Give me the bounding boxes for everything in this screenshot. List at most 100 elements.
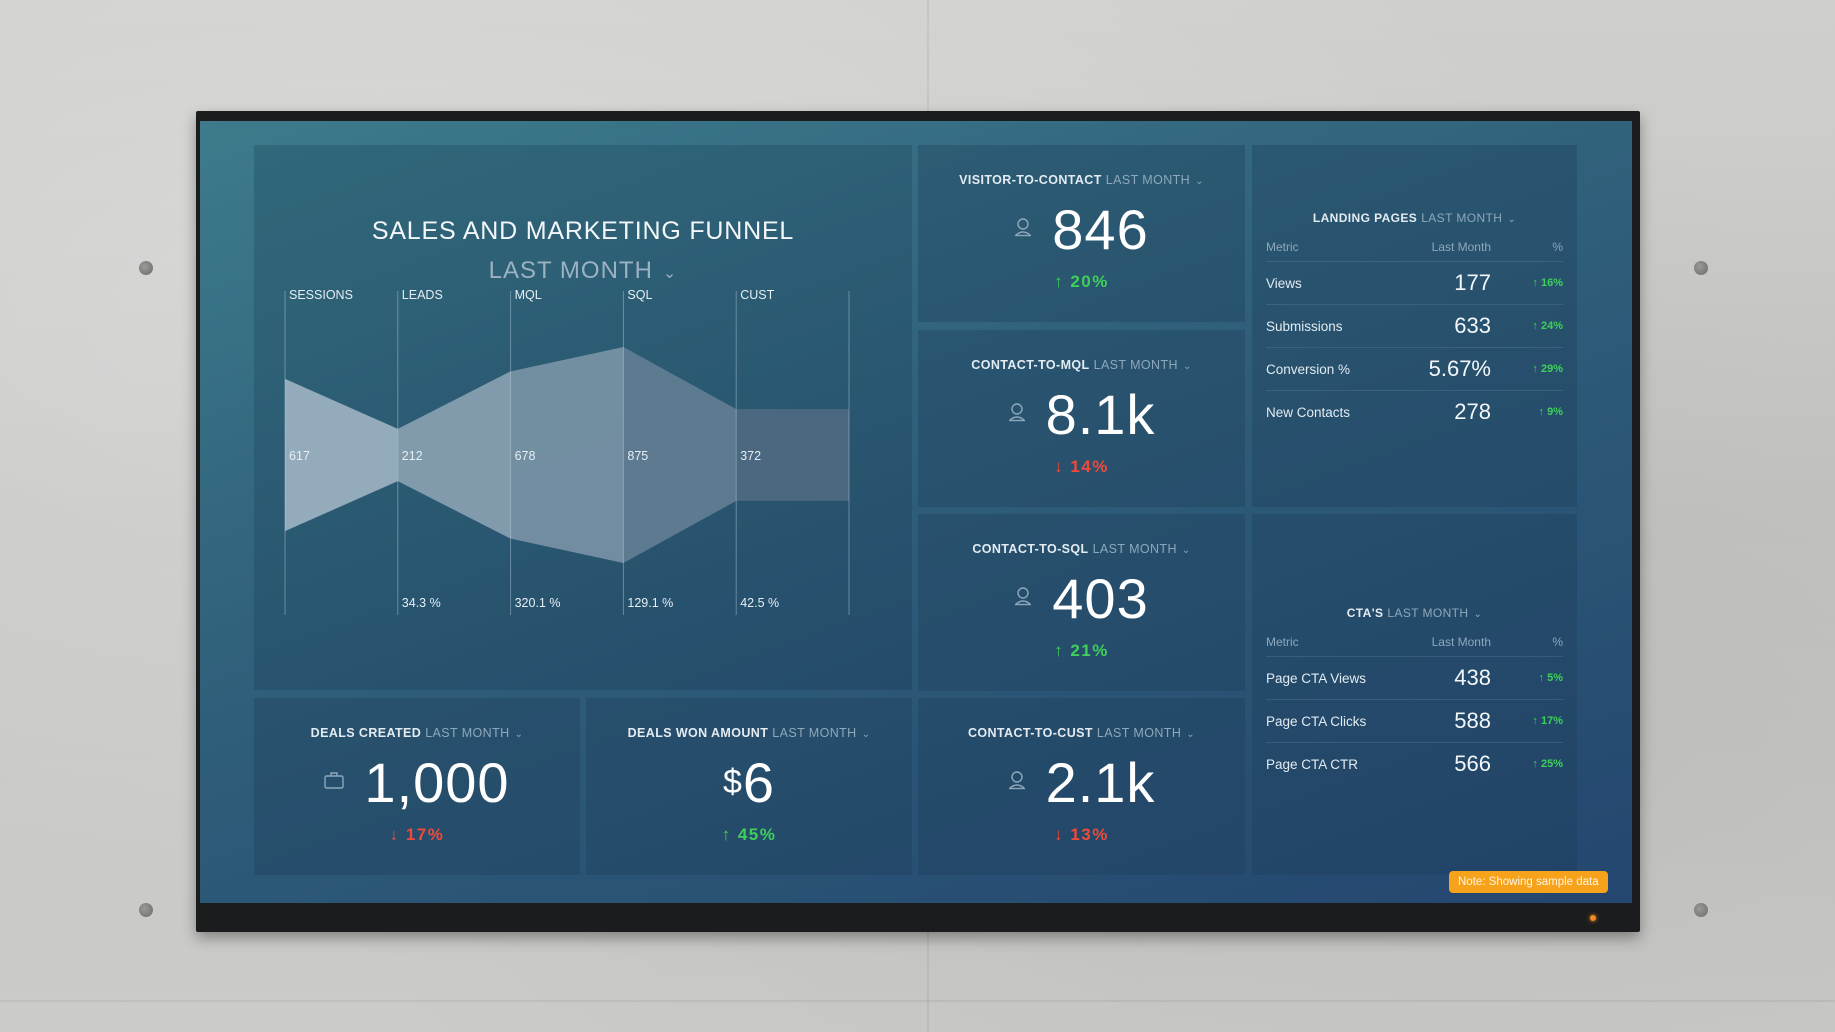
widget-value: 846 bbox=[1052, 198, 1149, 261]
arrow-up-icon: ↑ bbox=[1532, 363, 1538, 375]
wall-bolt bbox=[1694, 261, 1708, 275]
widget-delta: ↓ 17% bbox=[254, 825, 580, 845]
widget-delta: ↑ 20% bbox=[918, 272, 1245, 292]
widget-value: 403 bbox=[1052, 567, 1149, 630]
stage-label: SQL bbox=[627, 288, 652, 302]
funnel-segment-cust bbox=[736, 409, 849, 501]
widget-value: 8.1k bbox=[1045, 383, 1156, 446]
widget-header[interactable]: VISITOR-TO-CONTACT LAST MONTH ⌄ bbox=[918, 173, 1245, 187]
power-led bbox=[1590, 915, 1596, 921]
column-header: Last Month bbox=[1431, 240, 1491, 254]
row-value: 177 bbox=[1454, 270, 1491, 295]
widget-delta: ↓ 14% bbox=[918, 457, 1245, 477]
conversion-label: 320.1 % bbox=[515, 596, 561, 610]
widget-title: DEALS WON AMOUNT bbox=[627, 726, 769, 740]
table-row: Page CTA Views 438 ↑ 5% bbox=[1266, 657, 1563, 700]
pct-value: 29% bbox=[1540, 363, 1563, 375]
contact-to-cust-widget: CONTACT-TO-CUST LAST MONTH ⌄ 2.1k ↓ 13% bbox=[918, 698, 1245, 875]
pct-value: 16% bbox=[1540, 277, 1563, 289]
widget-header[interactable]: CONTACT-TO-MQL LAST MONTH ⌄ bbox=[918, 358, 1245, 372]
column-header: Metric bbox=[1266, 635, 1299, 649]
funnel-period-label: LAST MONTH bbox=[488, 257, 653, 284]
row-pct: ↑ 25% bbox=[1491, 758, 1563, 770]
arrow-down-icon: ↓ bbox=[389, 825, 400, 844]
chevron-down-icon: ⌄ bbox=[1507, 214, 1517, 225]
column-header: % bbox=[1552, 240, 1563, 254]
dashboard-screen: SALES AND MARKETING FUNNEL LAST MONTH ⌄ S… bbox=[200, 121, 1632, 903]
row-metric: Views bbox=[1266, 275, 1302, 291]
ctas-widget: CTA'S LAST MONTH ⌄ Metric Last Month % Pag… bbox=[1252, 514, 1577, 875]
widget-header[interactable]: CTA'S LAST MONTH ⌄ bbox=[1252, 606, 1577, 620]
row-value: 438 bbox=[1454, 665, 1491, 690]
pct-value: 5% bbox=[1547, 672, 1563, 684]
widget-title: CONTACT-TO-MQL bbox=[971, 358, 1090, 372]
briefcase-icon bbox=[324, 771, 345, 794]
stage-value-label: 212 bbox=[402, 449, 423, 463]
widget-delta: ↑ 45% bbox=[586, 825, 912, 845]
widget-period: LAST MONTH bbox=[1421, 211, 1503, 225]
table-header: Metric Last Month % bbox=[1266, 233, 1563, 262]
table-header: Metric Last Month % bbox=[1266, 628, 1563, 657]
row-metric: Page CTA Clicks bbox=[1266, 713, 1367, 729]
arrow-down-icon: ↓ bbox=[1054, 457, 1065, 476]
stage-label: SESSIONS bbox=[289, 288, 353, 302]
funnel-title: SALES AND MARKETING FUNNEL bbox=[371, 217, 795, 245]
widget-value: 2.1k bbox=[1045, 751, 1156, 814]
contact-to-mql-widget: CONTACT-TO-MQL LAST MONTH ⌄ 8.1k ↓ 14% bbox=[918, 330, 1245, 507]
row-metric: Submissions bbox=[1266, 318, 1343, 334]
delta-value: 21% bbox=[1070, 641, 1109, 660]
table-row: Page CTA CTR 566 ↑ 25% bbox=[1266, 743, 1563, 785]
widget-title: DEALS CREATED bbox=[310, 726, 422, 740]
user-icon bbox=[1008, 402, 1026, 427]
row-pct: ↑ 17% bbox=[1491, 715, 1563, 727]
arrow-up-icon: ↑ bbox=[1532, 277, 1538, 289]
column-header: Metric bbox=[1266, 240, 1299, 254]
arrow-up-icon: ↑ bbox=[1532, 758, 1538, 770]
row-pct: ↑ 5% bbox=[1491, 672, 1563, 684]
stage-value-label: 875 bbox=[627, 449, 648, 463]
funnel-widget: SALES AND MARKETING FUNNEL LAST MONTH ⌄ S… bbox=[254, 145, 912, 690]
widget-header[interactable]: DEALS WON AMOUNT LAST MONTH ⌄ bbox=[586, 726, 912, 740]
funnel-segment-sessions bbox=[285, 378, 398, 532]
row-metric: New Contacts bbox=[1266, 404, 1351, 420]
row-value: 633 bbox=[1454, 313, 1491, 338]
funnel-period-selector[interactable]: LAST MONTH ⌄ bbox=[254, 257, 912, 285]
widget-header[interactable]: DEALS CREATED LAST MONTH ⌄ bbox=[254, 726, 580, 740]
funnel-segment-leads bbox=[397, 371, 511, 539]
row-pct: ↑ 9% bbox=[1491, 406, 1563, 418]
arrow-down-icon: ↓ bbox=[1054, 825, 1065, 844]
widget-header[interactable]: CONTACT-TO-CUST LAST MONTH ⌄ bbox=[918, 726, 1245, 740]
wall-seam bbox=[0, 1000, 1835, 1002]
deals-won-amount-widget: DEALS WON AMOUNT LAST MONTH ⌄ $6 ↑ 45% bbox=[586, 698, 912, 875]
widget-period: LAST MONTH bbox=[1387, 606, 1469, 620]
row-pct: ↑ 24% bbox=[1491, 320, 1563, 332]
widget-header[interactable]: LANDING PAGES LAST MONTH ⌄ bbox=[1252, 211, 1577, 225]
stage-value-label: 617 bbox=[289, 449, 310, 463]
widget-title: CTA'S bbox=[1346, 606, 1384, 620]
table-row: Views 177 ↑ 16% bbox=[1266, 262, 1563, 305]
widget-title: LANDING PAGES bbox=[1312, 211, 1418, 225]
conversion-label: 42.5 % bbox=[740, 596, 779, 610]
funnel-segment-mql bbox=[510, 347, 624, 563]
row-pct: ↑ 29% bbox=[1491, 363, 1563, 375]
wall-bolt bbox=[1694, 903, 1708, 917]
widget-title: CONTACT-TO-CUST bbox=[967, 726, 1093, 740]
widget-title: CONTACT-TO-SQL bbox=[972, 542, 1089, 556]
delta-value: 45% bbox=[737, 825, 777, 844]
widget-delta: ↓ 13% bbox=[918, 825, 1245, 845]
arrow-up-icon: ↑ bbox=[1532, 715, 1538, 727]
widget-period: LAST MONTH bbox=[425, 726, 510, 740]
column-header: % bbox=[1552, 635, 1563, 649]
user-icon bbox=[1014, 217, 1032, 242]
row-value: 5.67% bbox=[1428, 356, 1491, 381]
pct-value: 9% bbox=[1547, 406, 1563, 418]
user-icon bbox=[1014, 586, 1032, 611]
stage-value-label: 372 bbox=[740, 449, 761, 463]
deals-created-widget: DEALS CREATED LAST MONTH ⌄ 1,000 ↓ 17% bbox=[254, 698, 580, 875]
widget-header[interactable]: CONTACT-TO-SQL LAST MONTH ⌄ bbox=[918, 542, 1245, 556]
row-metric: Conversion % bbox=[1266, 361, 1351, 377]
arrow-up-icon: ↑ bbox=[1054, 641, 1065, 660]
widget-period: LAST MONTH bbox=[1092, 542, 1177, 556]
wall-bolt bbox=[139, 261, 153, 275]
arrow-up-icon: ↑ bbox=[1538, 406, 1545, 418]
